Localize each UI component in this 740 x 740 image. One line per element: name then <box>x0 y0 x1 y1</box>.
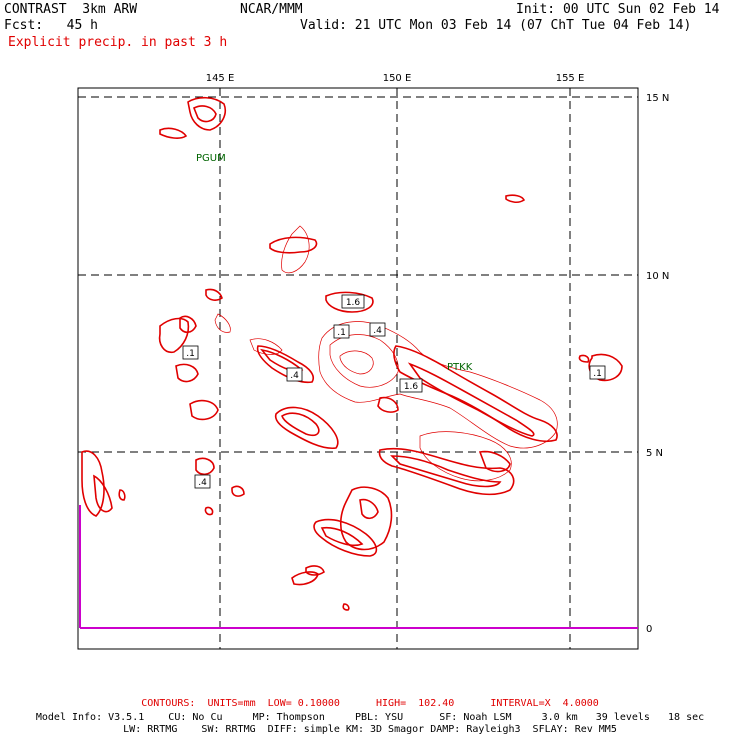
valid-time: Valid: 21 UTC Mon 03 Feb 14 (07 ChT Tue … <box>300 18 692 33</box>
graticule <box>78 88 638 649</box>
lat-label-5: 5 N <box>646 448 663 459</box>
contour-label-box <box>286 367 303 382</box>
model-info-line2: LW: RRTMG SW: RRTMG DIFF: simple KM: 3D … <box>123 724 617 735</box>
contour-label: .1 <box>186 349 195 359</box>
lon-label-155: 155 E <box>556 73 585 84</box>
lat-label-0: 0 <box>646 624 652 635</box>
contour-label-box <box>194 474 211 489</box>
field-title: Explicit precip. in past 3 h <box>8 35 228 50</box>
precip-contours <box>81 96 623 611</box>
lon-label-150: 150 E <box>383 73 412 84</box>
station-label-ptkk: PTKK <box>447 362 473 373</box>
contour-label-box <box>369 322 386 337</box>
lat-label-10: 10 N <box>646 271 669 282</box>
contour-label: 1.6 <box>346 298 361 308</box>
org-label: NCAR/MMM <box>240 2 303 17</box>
contour-info: CONTOURS: UNITS=mm LOW= 0.10000 HIGH= 10… <box>141 698 599 709</box>
map-frame <box>77 87 639 650</box>
forecast-hour: Fcst: 45 h <box>4 18 98 33</box>
model-title: CONTRAST 3km ARW <box>4 2 138 17</box>
contour-label: .4 <box>198 478 207 488</box>
precip-contours-light <box>214 225 558 482</box>
lat-label-15: 15 N <box>646 93 669 104</box>
model-info-line1: Model Info: V3.5.1 CU: No Cu MP: Thompso… <box>35 712 705 723</box>
contour-label: 1.6 <box>404 382 419 392</box>
contour-label: .4 <box>290 371 299 381</box>
contour-value-labels: .1 1.6 .1 .4 .1 .4 1.6 .4 <box>182 294 606 489</box>
init-time: Init: 00 UTC Sun 02 Feb 14 <box>516 2 720 17</box>
contour-label: .1 <box>593 369 602 379</box>
contour-label: .4 <box>373 326 382 336</box>
contour-label-box <box>589 365 606 380</box>
contour-label-box <box>333 324 350 339</box>
contour-label-box <box>341 294 365 309</box>
contour-label-box <box>399 378 423 393</box>
lon-label-145: 145 E <box>206 73 235 84</box>
contour-label: .1 <box>337 328 346 338</box>
station-label-pgum: PGUM <box>196 153 226 164</box>
contour-label-box <box>182 345 199 360</box>
